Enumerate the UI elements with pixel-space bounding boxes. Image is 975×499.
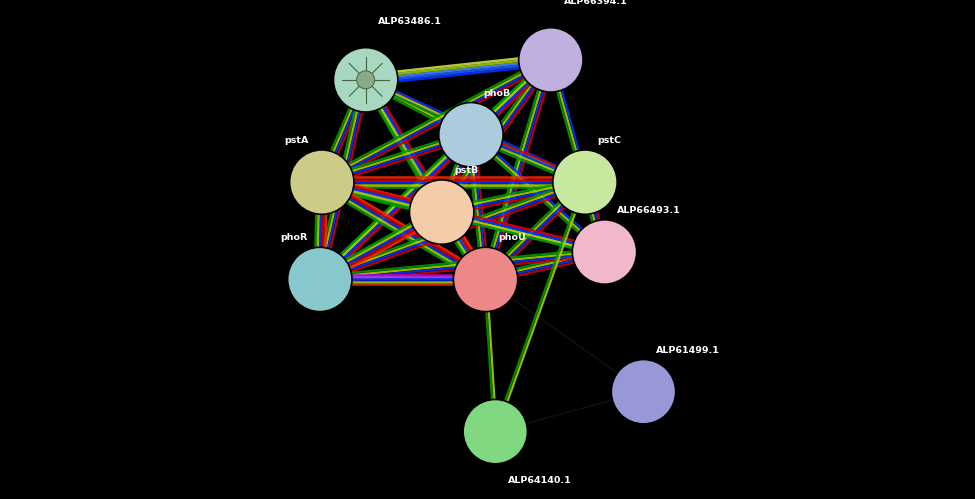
Ellipse shape [611,360,676,424]
Text: pstC: pstC [598,136,622,145]
Ellipse shape [453,248,518,311]
Text: ALP61499.1: ALP61499.1 [656,346,721,355]
Text: phoU: phoU [498,234,526,243]
Ellipse shape [290,150,354,214]
Ellipse shape [288,248,352,311]
Text: ALP63486.1: ALP63486.1 [378,17,443,26]
Ellipse shape [572,220,637,284]
Text: phoB: phoB [484,89,511,98]
Text: ALP64140.1: ALP64140.1 [508,476,571,485]
Text: ALP66493.1: ALP66493.1 [617,206,681,215]
Ellipse shape [333,48,398,112]
Ellipse shape [410,180,474,244]
Ellipse shape [357,71,374,89]
Ellipse shape [553,150,617,214]
Text: phoR: phoR [280,234,307,243]
Ellipse shape [463,400,527,464]
Text: pstA: pstA [285,136,309,145]
Ellipse shape [439,103,503,167]
Ellipse shape [519,28,583,92]
Text: pstB: pstB [454,166,479,175]
Text: ALP66394.1: ALP66394.1 [564,0,627,6]
